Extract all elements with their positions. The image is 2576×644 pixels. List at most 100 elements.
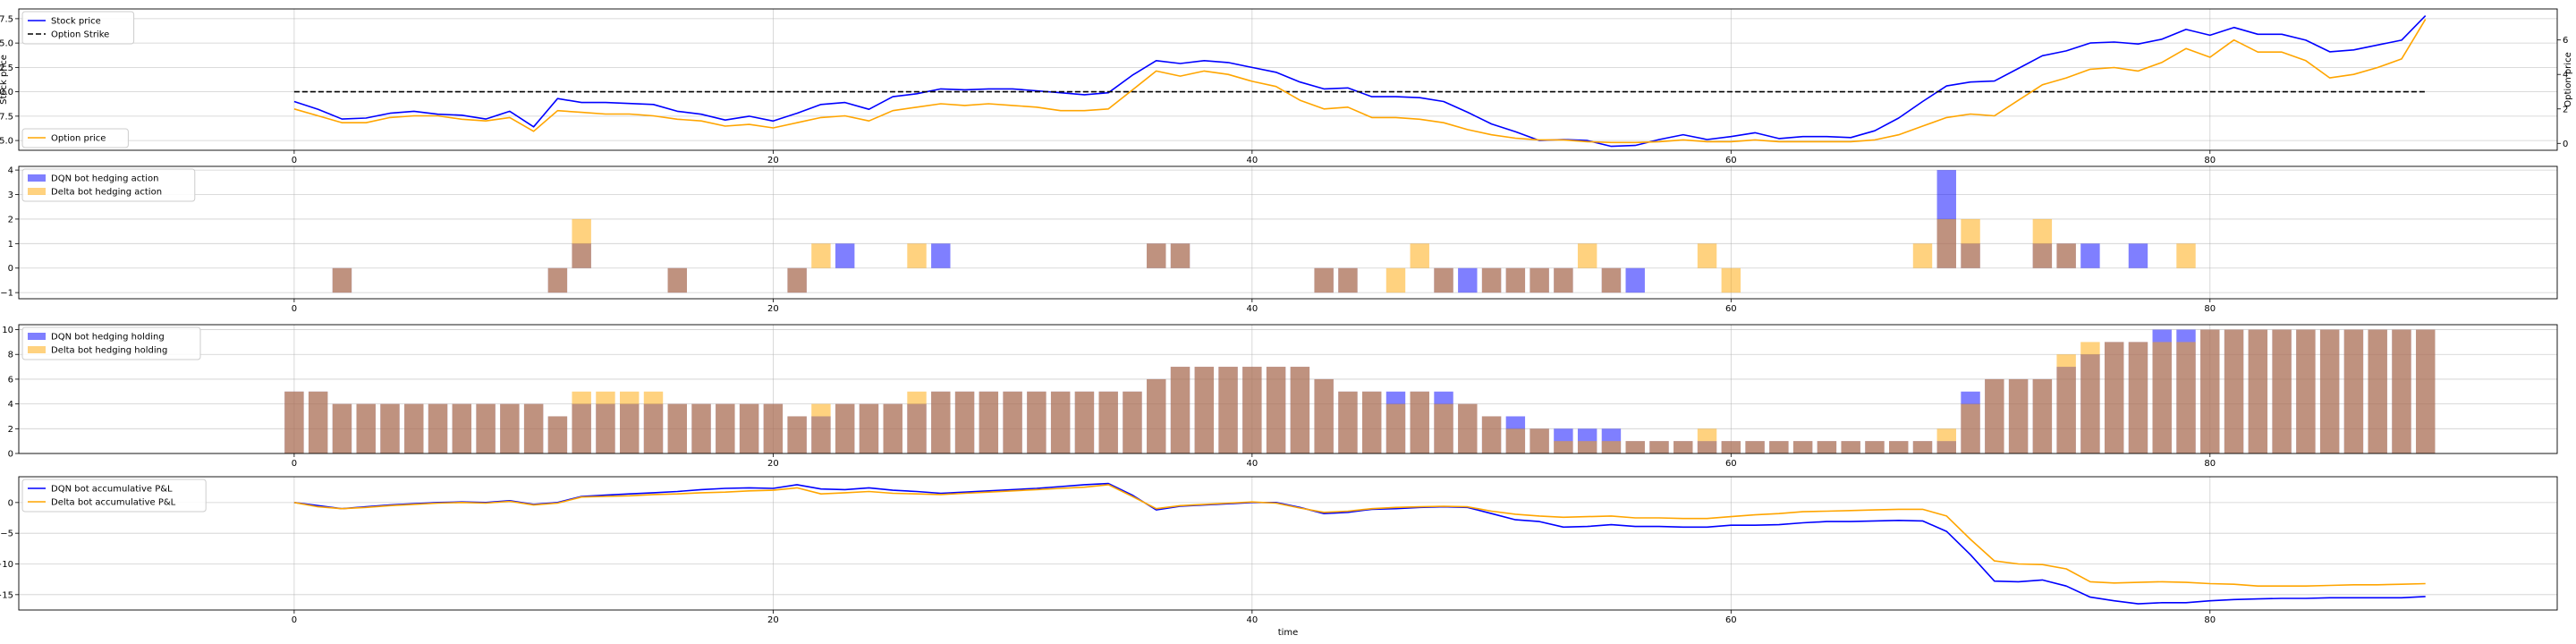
line-series-3 <box>293 19 2427 144</box>
y2-tick-label: 4 <box>2563 71 2568 80</box>
legend-swatch <box>28 174 46 182</box>
bar <box>1385 403 1406 453</box>
legend-label: Option Strike <box>51 30 109 40</box>
legend-swatch <box>28 333 46 340</box>
legend-label: DQN bot hedging holding <box>51 333 165 343</box>
legend-swatch <box>28 188 46 195</box>
bar <box>547 416 568 453</box>
legend-label: Option price <box>51 134 106 144</box>
bar <box>1338 267 1358 293</box>
bar <box>380 403 400 453</box>
legend-frame <box>21 479 207 513</box>
y-tick-label: 10 <box>2 326 13 335</box>
legend-label: Delta bot hedging holding <box>51 346 167 356</box>
y-tick-label: 0 <box>8 498 13 508</box>
bar <box>1865 441 1885 453</box>
axes-frame <box>18 8 2558 151</box>
bar <box>1554 441 1573 453</box>
legend-label: DQN bot accumulative P&L <box>51 485 173 495</box>
bar <box>2296 329 2316 453</box>
legend-right-axis: Option price <box>21 128 129 148</box>
bar <box>1361 391 1382 453</box>
panel-2: 0 20 40 60 80 −1 0 1 2 3 4 DQN bot hedging action De… <box>0 165 2558 314</box>
bar <box>476 403 496 453</box>
x-tick-label: 60 <box>1725 156 1737 165</box>
bar <box>547 267 568 293</box>
bar <box>572 218 591 268</box>
y-tick-label: 2 <box>8 425 13 435</box>
x-tick-label: 80 <box>2204 459 2216 469</box>
bar <box>1961 218 1980 268</box>
bar <box>2319 329 2340 453</box>
bar <box>2272 329 2292 453</box>
legend-frame <box>21 168 196 202</box>
bar <box>523 403 544 453</box>
bar <box>1745 441 1765 453</box>
y-tick-label: 0 <box>8 450 13 460</box>
bar <box>2152 342 2172 453</box>
bar <box>1314 378 1334 453</box>
x-tick-label: 20 <box>767 304 779 314</box>
bar <box>1697 243 1717 268</box>
x-tick-label: 20 <box>767 156 779 165</box>
y-tick-label: −10 <box>0 560 13 570</box>
bar <box>2416 329 2436 453</box>
line-series-2 <box>293 484 2426 588</box>
bar <box>859 403 879 453</box>
bar <box>1601 267 1622 293</box>
legend-frame <box>21 11 135 45</box>
bar <box>332 403 352 453</box>
bar <box>1242 367 1262 453</box>
bar <box>1721 267 1741 293</box>
bar <box>1218 367 1238 453</box>
bar <box>1314 267 1334 293</box>
legend-label: DQN bot hedging action <box>51 174 158 184</box>
bar <box>643 391 664 453</box>
x-tick-label: 60 <box>1725 615 1737 625</box>
bar <box>2128 342 2148 453</box>
bar <box>1721 441 1741 453</box>
bar <box>2248 329 2268 453</box>
bar <box>667 267 687 293</box>
bar <box>691 403 711 453</box>
bar <box>2128 243 2148 268</box>
y-tick-label: 50.0 <box>0 88 13 97</box>
bar <box>1674 441 1693 453</box>
bar <box>1912 441 1933 453</box>
x-tick-label: 80 <box>2204 615 2216 625</box>
bar <box>1601 441 1622 453</box>
bar <box>907 243 927 268</box>
bar <box>763 403 784 453</box>
x-tick-label: 40 <box>1246 156 1258 165</box>
x-tick-label: 40 <box>1246 304 1258 314</box>
y-tick-label: −15 <box>0 590 13 600</box>
bar <box>787 416 807 453</box>
bar <box>1194 367 1215 453</box>
bar <box>1385 267 1406 293</box>
bar <box>1889 441 1909 453</box>
bar <box>1841 441 1860 453</box>
y-tick-label: 8 <box>8 351 13 360</box>
y2-tick-label: 0 <box>2563 140 2568 149</box>
bar <box>1769 441 1789 453</box>
y-tick-label: 55.0 <box>0 39 13 49</box>
bar <box>2368 329 2387 453</box>
bar <box>620 391 640 453</box>
bar <box>1338 391 1358 453</box>
line-series-1 <box>293 15 2427 148</box>
bar <box>1530 267 1549 293</box>
y-tick-label: −5 <box>0 530 13 539</box>
bar <box>356 403 376 453</box>
y-tick-label: 52.5 <box>0 64 13 73</box>
y-tick-label: 0 <box>8 264 13 274</box>
bar <box>2200 329 2220 453</box>
bar <box>404 403 424 453</box>
bar <box>979 391 999 453</box>
x-tick-label: 40 <box>1246 615 1258 625</box>
bar <box>2176 243 2196 268</box>
bar <box>1410 391 1429 453</box>
bar <box>1936 218 1956 268</box>
y-tick-label: −1 <box>0 289 13 299</box>
axes-frame <box>18 324 2558 454</box>
bar <box>2104 342 2124 453</box>
